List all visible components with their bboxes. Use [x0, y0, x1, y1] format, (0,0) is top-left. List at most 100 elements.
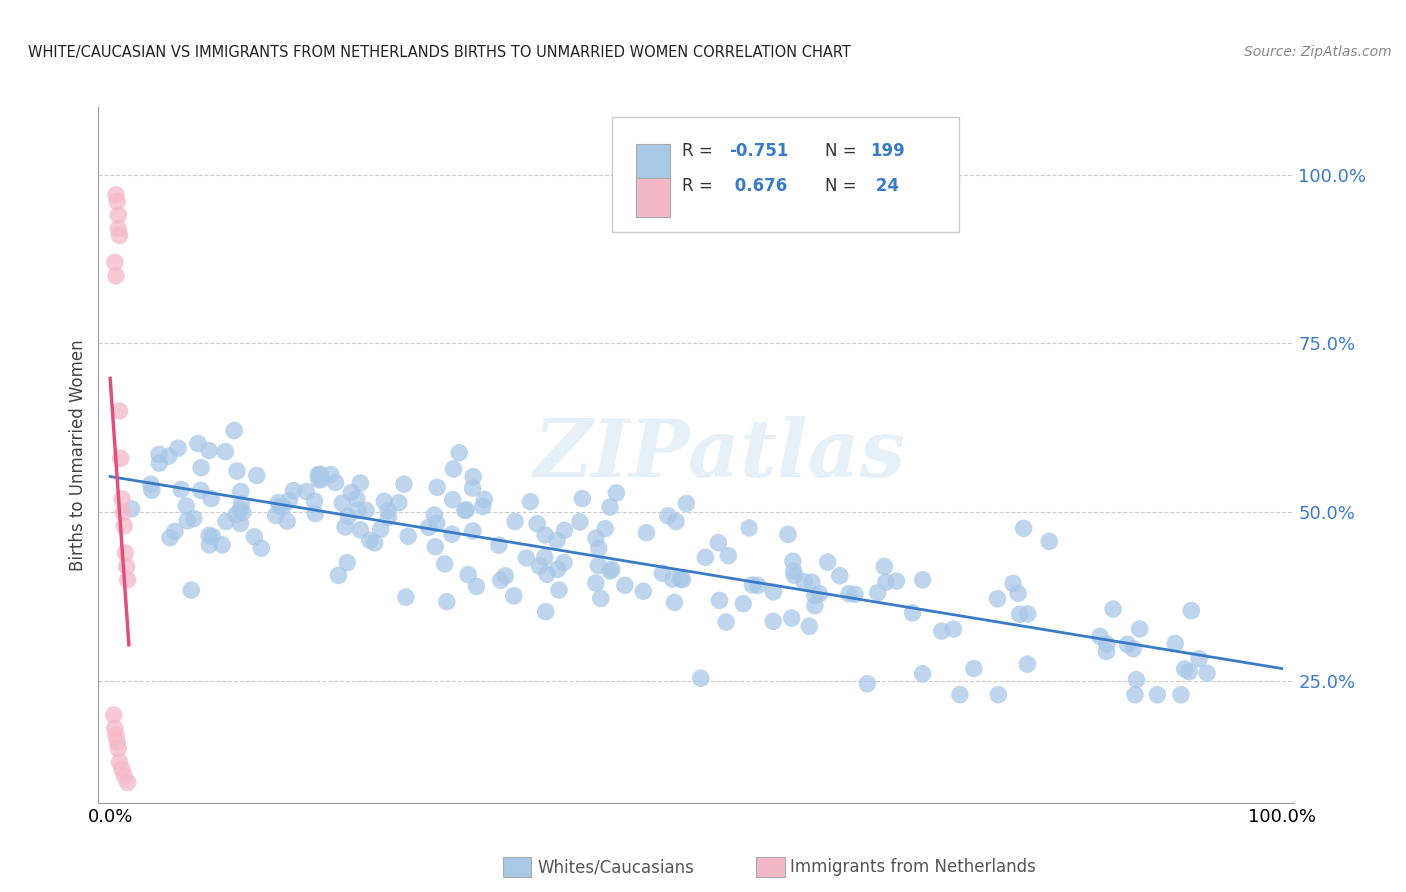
Point: [987, 688, 1010, 702]
Point: [547, 562, 569, 576]
Point: [793, 574, 815, 589]
Point: [269, 499, 291, 513]
Point: [689, 671, 711, 685]
Point: [613, 578, 636, 592]
Point: [600, 562, 623, 576]
Point: [425, 540, 447, 554]
Point: [747, 578, 769, 592]
Point: [949, 688, 972, 702]
Point: [461, 481, 484, 495]
Point: [426, 480, 449, 494]
Point: [229, 503, 252, 517]
Point: [139, 477, 162, 491]
Point: [190, 460, 212, 475]
Point: [662, 572, 685, 586]
Point: [105, 268, 128, 283]
Text: -0.751: -0.751: [730, 142, 789, 160]
Point: [436, 595, 458, 609]
Point: [762, 615, 785, 629]
Point: [588, 541, 610, 556]
Point: [942, 622, 965, 636]
Point: [264, 508, 287, 523]
Point: [426, 516, 449, 531]
Point: [115, 559, 138, 574]
Point: [526, 516, 548, 531]
Point: [838, 587, 860, 601]
Point: [276, 514, 298, 528]
Point: [225, 508, 247, 522]
Point: [733, 597, 755, 611]
Point: [1095, 637, 1118, 651]
Point: [553, 556, 575, 570]
Point: [340, 485, 363, 500]
Point: [1008, 607, 1031, 622]
Point: [157, 449, 180, 463]
Point: [309, 467, 332, 482]
Point: [585, 531, 607, 545]
Point: [423, 508, 446, 522]
Point: [461, 524, 484, 538]
Point: [103, 708, 125, 723]
Point: [333, 520, 356, 534]
Point: [529, 558, 551, 573]
Point: [198, 538, 221, 552]
Point: [783, 568, 806, 582]
Point: [183, 511, 205, 525]
Point: [534, 605, 557, 619]
Point: [167, 441, 190, 455]
Point: [844, 587, 866, 601]
Point: [817, 555, 839, 569]
Point: [762, 585, 785, 599]
Text: N =: N =: [825, 177, 862, 194]
Point: [589, 591, 612, 606]
Point: [108, 404, 131, 418]
Point: [354, 503, 377, 517]
Point: [148, 456, 170, 470]
Point: [1180, 604, 1202, 618]
Point: [325, 475, 347, 490]
Point: [104, 722, 127, 736]
Point: [174, 499, 197, 513]
Point: [675, 496, 697, 510]
Point: [800, 575, 823, 590]
Text: Source: ZipAtlas.com: Source: ZipAtlas.com: [1244, 45, 1392, 59]
Point: [664, 595, 686, 609]
Point: [593, 522, 616, 536]
Point: [373, 494, 395, 508]
Point: [337, 509, 360, 524]
Point: [170, 483, 193, 497]
Point: [717, 549, 740, 563]
Point: [741, 578, 763, 592]
Point: [651, 566, 673, 581]
Point: [1007, 586, 1029, 600]
Point: [111, 491, 134, 506]
Point: [494, 568, 516, 582]
Point: [250, 541, 273, 556]
Point: [1116, 637, 1139, 651]
Point: [488, 538, 510, 552]
Point: [117, 775, 139, 789]
Point: [665, 515, 688, 529]
Point: [112, 769, 135, 783]
Point: [669, 572, 692, 586]
Point: [1088, 629, 1111, 643]
Point: [585, 576, 607, 591]
Point: [695, 550, 717, 565]
Point: [441, 492, 464, 507]
Point: [215, 515, 238, 529]
Point: [229, 516, 252, 531]
Point: [1195, 666, 1218, 681]
Point: [536, 567, 558, 582]
Point: [783, 564, 806, 578]
Point: [104, 255, 127, 269]
Point: [388, 496, 411, 510]
Point: [304, 494, 326, 508]
Point: [828, 568, 851, 582]
Point: [346, 503, 368, 517]
Point: [636, 525, 658, 540]
Point: [107, 208, 129, 222]
Point: [738, 521, 761, 535]
Point: [471, 500, 494, 514]
Point: [553, 524, 575, 538]
Point: [163, 524, 186, 539]
